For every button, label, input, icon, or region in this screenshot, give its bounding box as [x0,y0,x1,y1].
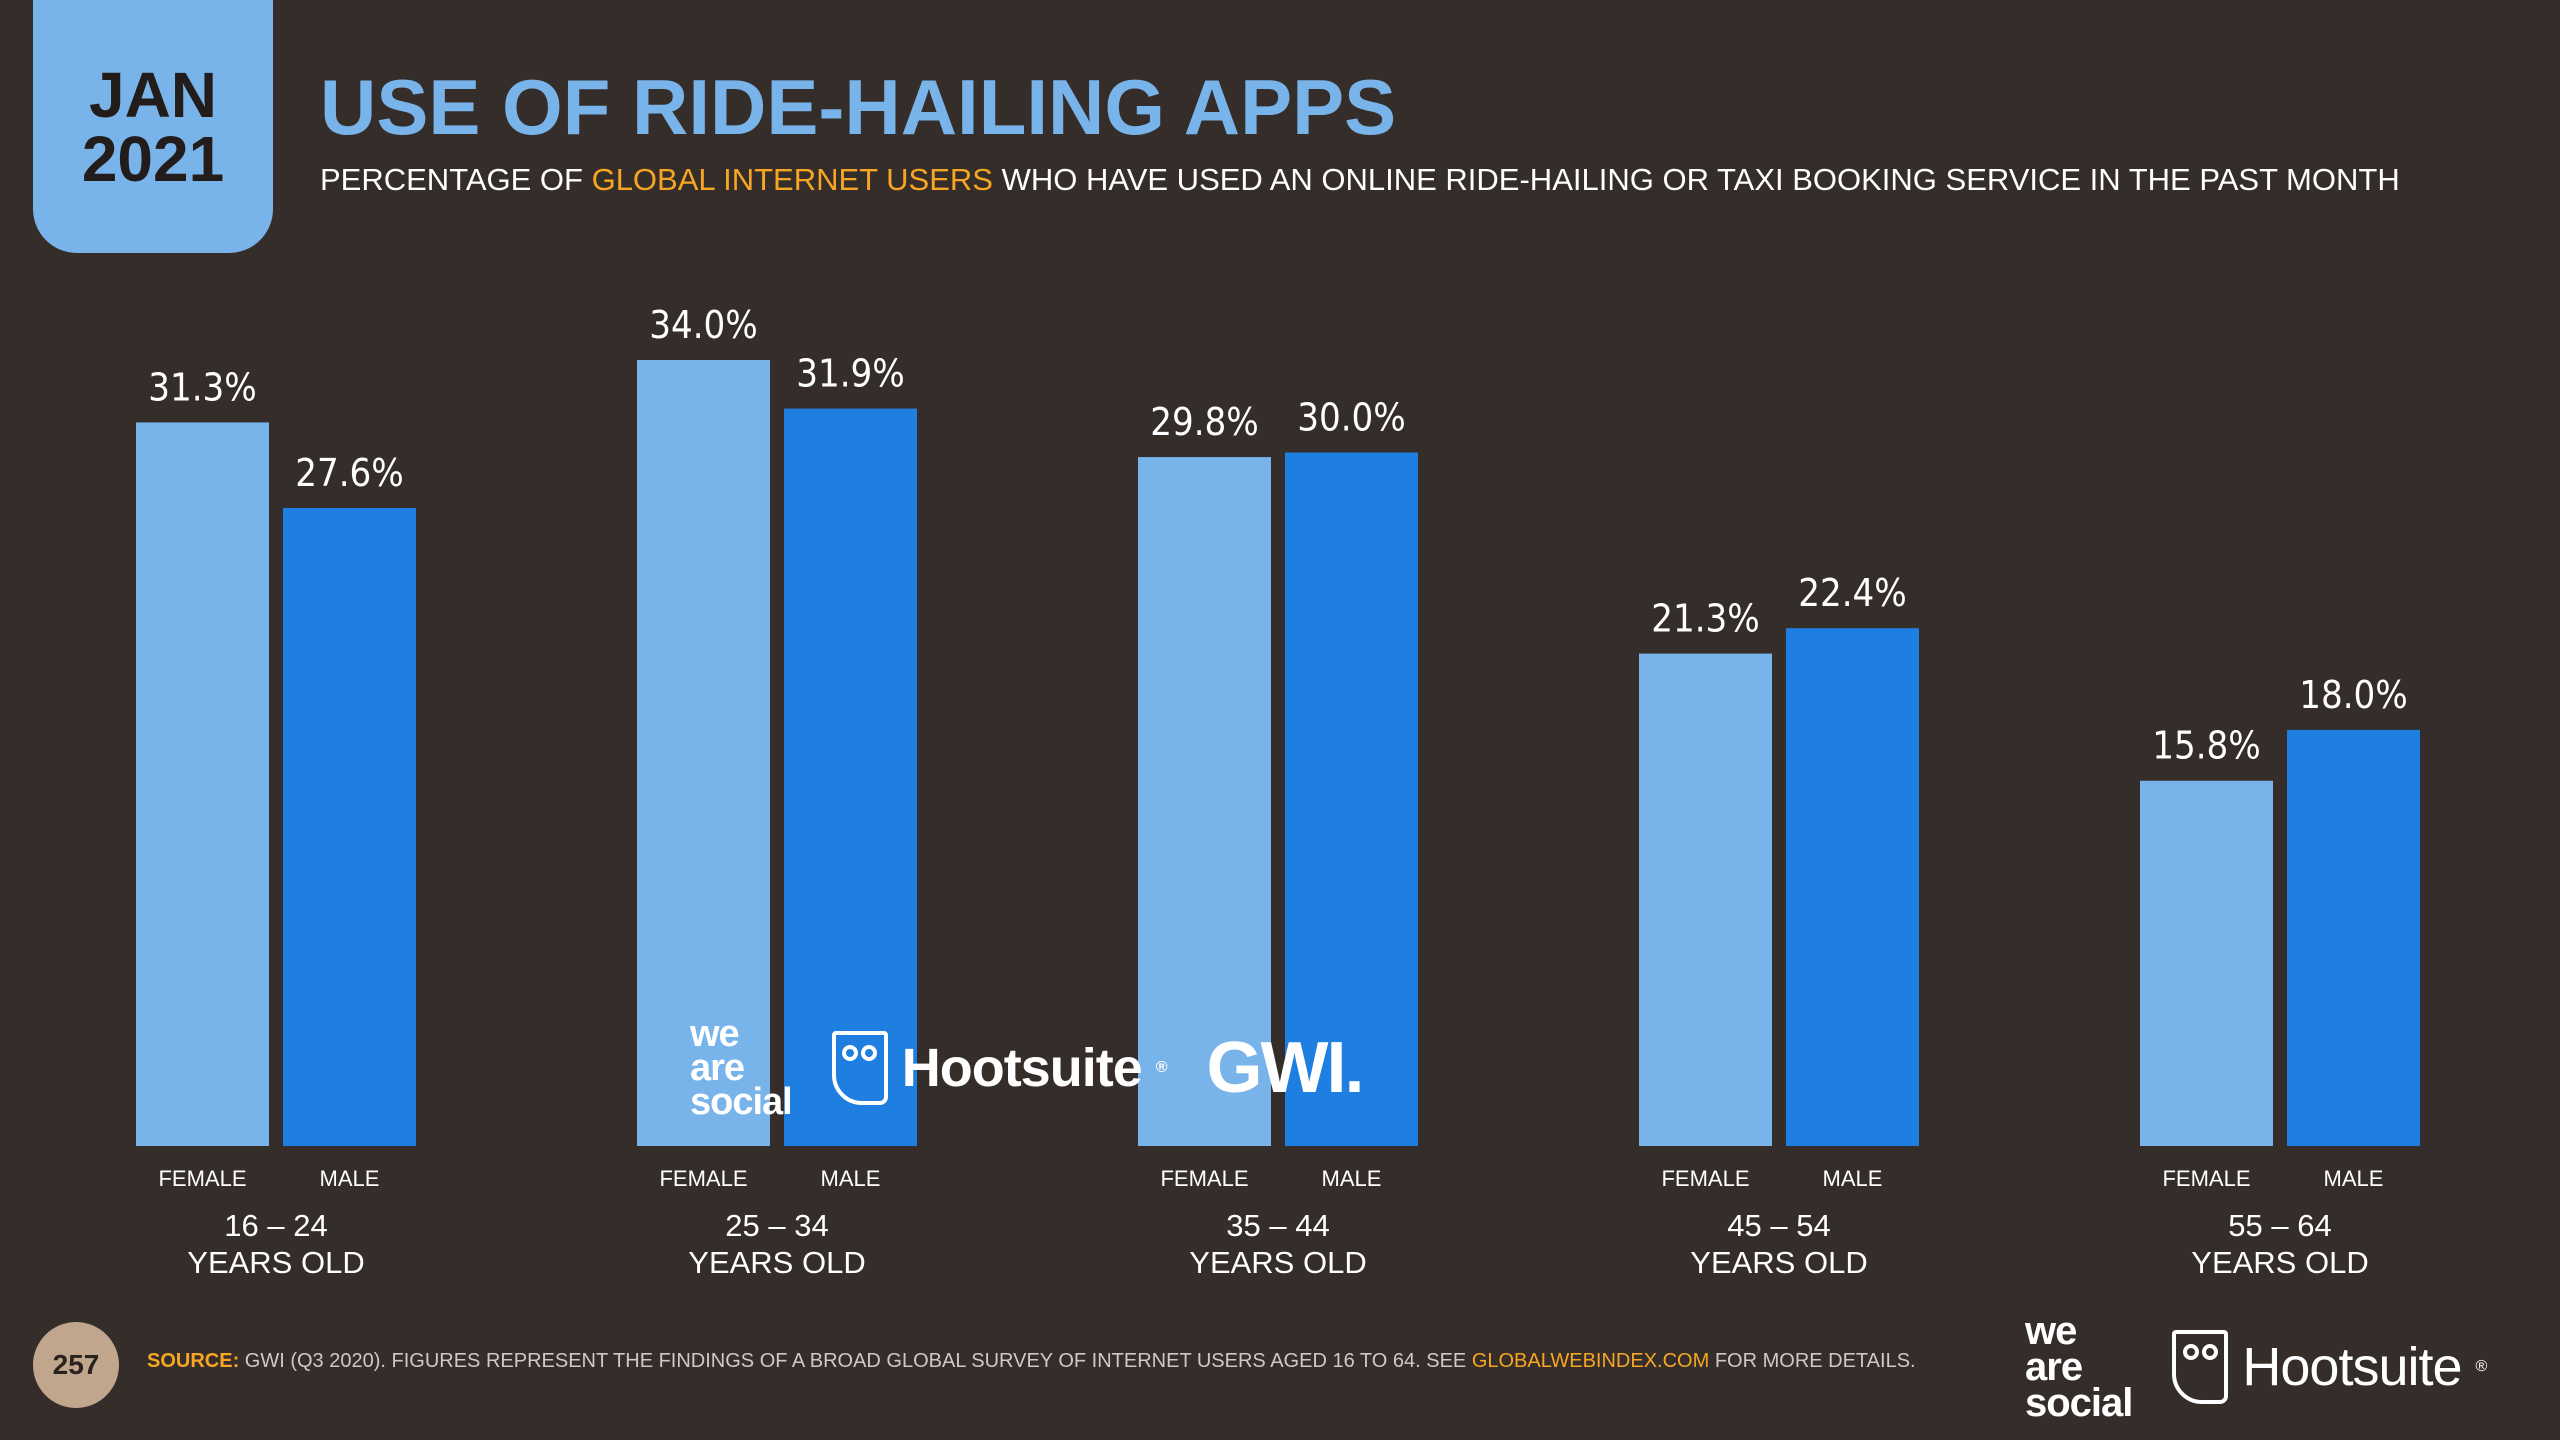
page-number: 257 [33,1322,119,1408]
data-label-male-35-44: 30.0% [1297,395,1406,439]
footer-hootsuite-logo: Hootsuite ® [2172,1330,2488,1404]
data-label-female-25-34: 34.0% [649,303,758,347]
logo-social: social [690,1081,793,1124]
category-suffix-35-44: YEARS OLD [1189,1245,1366,1280]
category-label-35-44: 35 – 44 [1226,1208,1329,1243]
bar-male-16-24 [283,507,416,1146]
series-label-female-35-44: FEMALE [1160,1166,1248,1191]
data-label-female-45-54: 21.3% [1651,597,1760,641]
logo-are: are [690,1046,745,1089]
footer-registered-mark: ® [2475,1358,2488,1375]
hootsuite-wordmark: Hootsuite [901,1038,1143,1098]
series-label-male-35-44: MALE [1322,1166,1382,1191]
page-title: USE OF RIDE-HAILING APPS [320,63,1397,151]
footer-logos: we are social Hootsuite ® [2025,1309,2488,1425]
data-label-female-55-64: 15.8% [2152,724,2261,768]
bar-female-45-54 [1639,653,1772,1146]
data-label-female-16-24: 31.3% [148,365,257,409]
category-suffix-25-34: YEARS OLD [688,1245,865,1280]
category-suffix-45-54: YEARS OLD [1690,1245,1867,1280]
category-label-25-34: 25 – 34 [725,1208,828,1243]
data-label-female-35-44: 29.8% [1150,400,1259,444]
data-label-male-25-34: 31.9% [796,352,905,396]
subtitle-highlight: GLOBAL INTERNET USERS [591,162,993,197]
source-text: GWI (Q3 2020). FIGURES REPRESENT THE FIN… [239,1350,1472,1372]
category-suffix-16-24: YEARS OLD [187,1245,364,1280]
series-label-female-55-64: FEMALE [2162,1166,2250,1191]
subtitle-post: WHO HAVE USED AN ONLINE RIDE-HAILING OR … [992,162,2400,197]
bar-female-25-34 [637,360,770,1146]
category-label-45-54: 45 – 54 [1727,1208,1830,1243]
series-label-male-16-24: MALE [320,1166,380,1191]
bar-female-55-64 [2140,780,2273,1146]
data-label-male-16-24: 27.6% [295,451,404,495]
category-label-16-24: 16 – 24 [224,1208,327,1243]
bar-female-35-44 [1138,457,1271,1146]
bar-male-25-34 [784,408,917,1146]
footer-we-are-social-logo: we are social [2025,1309,2133,1425]
hootsuite-logo: Hootsuite ® [831,1031,1168,1105]
badge-year: 2021 [81,122,225,195]
bar-male-35-44 [1285,452,1418,1146]
bar-male-45-54 [1786,628,1919,1146]
series-label-female-16-24: FEMALE [158,1166,246,1191]
owl-icon [831,1031,888,1105]
source-label: SOURCE: [147,1350,240,1372]
series-label-male-55-64: MALE [2324,1166,2384,1191]
category-suffix-55-64: YEARS OLD [2191,1245,2368,1280]
we-are-social-logo: we are social [690,1012,793,1124]
date-badge: JAN 2021 [33,0,273,253]
partner-logos-overlay: we are social Hootsuite ® GWI. [690,1012,1365,1124]
subtitle-pre: PERCENTAGE OF [320,162,592,197]
badge-month: JAN [88,58,218,131]
series-label-male-25-34: MALE [821,1166,881,1191]
footer-hootsuite-wordmark: Hootsuite [2242,1337,2462,1397]
bar-male-55-64 [2287,729,2420,1146]
source-end: FOR MORE DETAILS. [1709,1350,1916,1372]
footer-logo-are: are [2025,1345,2083,1389]
gwi-logo: GWI. [1206,1028,1365,1108]
registered-mark: ® [1155,1059,1168,1076]
footer-logo-social: social [2025,1381,2133,1425]
series-label-female-25-34: FEMALE [659,1166,747,1191]
category-label-55-64: 55 – 64 [2228,1208,2331,1243]
series-label-female-45-54: FEMALE [1661,1166,1749,1191]
source-link[interactable]: GLOBALWEBINDEX.COM [1471,1350,1710,1372]
bar-female-16-24 [136,422,269,1147]
data-label-male-45-54: 22.4% [1798,571,1907,615]
page-subtitle: PERCENTAGE OF GLOBAL INTERNET USERS WHO … [320,162,2400,198]
footer-logo-we: we [2025,1309,2077,1353]
footer-owl-icon [2172,1330,2229,1404]
data-label-male-55-64: 18.0% [2299,673,2408,717]
source-note: SOURCE: GWI (Q3 2020). FIGURES REPRESENT… [147,1350,1916,1373]
logo-we: we [690,1012,740,1055]
series-label-male-45-54: MALE [1823,1166,1883,1191]
